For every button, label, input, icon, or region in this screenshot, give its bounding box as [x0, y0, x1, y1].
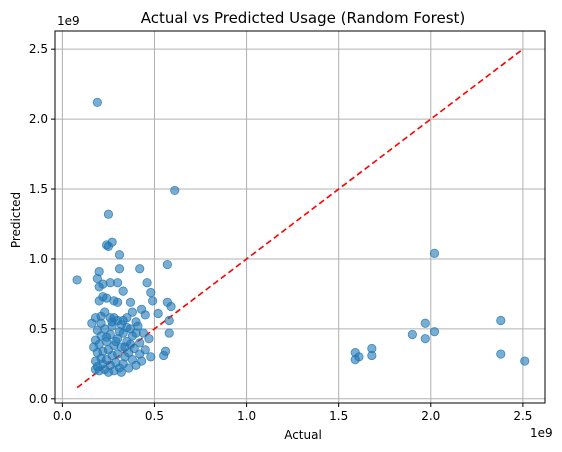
data-point [420, 334, 430, 344]
data-point [92, 97, 102, 107]
data-point [118, 286, 128, 296]
data-point [87, 318, 97, 328]
data-point [407, 329, 417, 340]
y-axis-label: Predicted [9, 192, 23, 248]
plot-frame [54, 30, 546, 404]
data-point [367, 350, 377, 361]
data-point [153, 308, 163, 319]
x-tick-label: 2.5 [513, 409, 532, 423]
data-point [496, 349, 506, 359]
data-point [101, 332, 112, 342]
data-point [109, 313, 119, 323]
data-point [103, 209, 114, 219]
data-point [166, 301, 176, 312]
ideal-prediction-line [76, 48, 524, 389]
y-offset-label: 1e9 [57, 14, 80, 28]
data-point [136, 356, 147, 366]
y-tick-label: 2.0 [29, 112, 48, 126]
data-point [140, 310, 150, 320]
data-point [520, 356, 530, 366]
data-point [162, 259, 172, 270]
data-point [72, 275, 82, 285]
y-tick-label: 0.5 [29, 322, 48, 336]
data-point [118, 315, 128, 326]
data-point [114, 250, 125, 260]
data-point [420, 318, 430, 328]
data-point [125, 297, 136, 307]
data-point [164, 315, 174, 326]
y-tick-label: 1.5 [29, 182, 48, 196]
data-point [96, 318, 106, 328]
data-point [94, 296, 104, 306]
x-offset-label: 1e9 [530, 426, 553, 440]
y-tick-label: 2.5 [29, 42, 48, 56]
data-point [135, 338, 145, 348]
data-point [354, 352, 364, 362]
data-point [429, 248, 440, 258]
data-point [111, 336, 121, 347]
x-axis-ticks: 0.0 0.5 1.0 1.5 2.0 2.5 [53, 403, 532, 423]
data-point [164, 328, 174, 338]
x-tick-label: 0.0 [53, 409, 72, 423]
x-tick-label: 0.5 [145, 409, 164, 423]
data-point [160, 346, 171, 356]
grid [55, 31, 545, 403]
data-point [114, 327, 125, 337]
data-point [146, 287, 156, 298]
y-tick-label: 0.0 [29, 392, 48, 406]
data-point [105, 278, 115, 288]
y-axis-ticks: 0.0 0.5 1.0 1.5 2.0 2.5 [29, 42, 55, 406]
data-point [122, 322, 132, 333]
data-point [135, 264, 145, 274]
data-point [114, 264, 125, 274]
x-tick-label: 2.0 [421, 409, 440, 423]
x-tick-label: 1.0 [237, 409, 256, 423]
x-axis-label: Actual [284, 428, 322, 442]
data-point [103, 241, 114, 251]
data-point [142, 278, 152, 288]
data-point [113, 297, 123, 307]
data-point [131, 328, 141, 338]
data-point [146, 352, 156, 362]
data-points [72, 97, 530, 377]
chart-title: Actual vs Predicted Usage (Random Forest… [141, 9, 466, 27]
data-point [125, 339, 136, 349]
data-point [127, 307, 137, 317]
data-point [103, 367, 114, 377]
data-point [148, 296, 158, 306]
data-point [94, 282, 104, 292]
y-tick-label: 1.0 [29, 252, 48, 266]
data-point [124, 363, 134, 373]
data-point [170, 185, 180, 196]
data-point [107, 321, 117, 331]
data-point [144, 334, 154, 344]
data-point [116, 367, 126, 377]
data-point [496, 315, 506, 326]
data-point [429, 327, 440, 337]
x-tick-label: 1.5 [329, 409, 348, 423]
data-point [90, 364, 101, 375]
